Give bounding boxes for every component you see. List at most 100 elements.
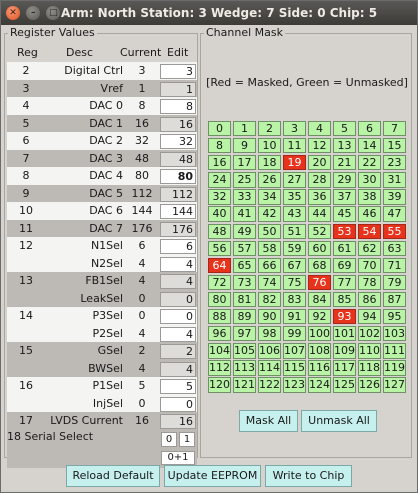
channel-toggle[interactable]: 64 bbox=[208, 257, 231, 274]
channel-toggle[interactable]: 126 bbox=[358, 377, 381, 393]
channel-toggle[interactable]: 10 bbox=[258, 138, 281, 154]
register-edit-field[interactable]: 1 bbox=[160, 81, 196, 97]
register-edit-field[interactable]: 16 bbox=[160, 116, 196, 132]
channel-toggle[interactable]: 20 bbox=[308, 155, 331, 171]
register-edit-field[interactable]: 32 bbox=[160, 134, 196, 149]
channel-toggle[interactable]: 100 bbox=[308, 326, 331, 342]
channel-toggle[interactable]: 112 bbox=[208, 360, 231, 376]
register-edit-field[interactable]: 0 bbox=[160, 291, 196, 307]
channel-toggle[interactable]: 16 bbox=[208, 155, 231, 171]
register-edit-field[interactable]: 5 bbox=[160, 379, 196, 394]
channel-toggle[interactable]: 120 bbox=[208, 377, 231, 393]
channel-toggle[interactable]: 116 bbox=[308, 360, 331, 376]
register-edit-field[interactable]: 0 bbox=[160, 396, 196, 412]
channel-toggle[interactable]: 12 bbox=[308, 138, 331, 154]
channel-toggle[interactable]: 31 bbox=[383, 172, 406, 188]
channel-toggle[interactable]: 52 bbox=[308, 223, 331, 239]
channel-toggle[interactable]: 71 bbox=[383, 257, 406, 274]
channel-toggle[interactable]: 127 bbox=[383, 377, 406, 393]
channel-toggle[interactable]: 68 bbox=[308, 257, 331, 274]
channel-toggle[interactable]: 65 bbox=[233, 257, 256, 274]
channel-toggle[interactable]: 118 bbox=[358, 360, 381, 376]
channel-toggle[interactable]: 39 bbox=[383, 189, 406, 205]
close-icon[interactable]: ✕ bbox=[6, 6, 20, 20]
channel-toggle[interactable]: 125 bbox=[333, 377, 356, 393]
maximize-icon[interactable]: □ bbox=[46, 6, 61, 20]
channel-toggle[interactable]: 47 bbox=[383, 206, 406, 222]
register-edit-field[interactable]: 4 bbox=[160, 326, 196, 342]
register-edit-field[interactable]: 48 bbox=[160, 151, 196, 167]
channel-toggle[interactable]: 73 bbox=[233, 274, 256, 291]
channel-toggle[interactable]: 66 bbox=[258, 257, 281, 274]
minimize-icon[interactable]: – bbox=[26, 6, 41, 20]
channel-toggle[interactable]: 25 bbox=[233, 172, 256, 188]
channel-toggle[interactable]: 84 bbox=[308, 291, 331, 308]
channel-toggle[interactable]: 77 bbox=[333, 274, 356, 291]
channel-toggle[interactable]: 90 bbox=[258, 309, 281, 325]
channel-toggle[interactable]: 106 bbox=[258, 343, 281, 359]
channel-toggle[interactable]: 53 bbox=[333, 223, 356, 239]
channel-toggle[interactable]: 105 bbox=[233, 343, 256, 359]
register-edit-field[interactable]: 3 bbox=[160, 64, 196, 79]
channel-toggle[interactable]: 45 bbox=[333, 206, 356, 222]
register-edit-field[interactable]: 8 bbox=[160, 99, 196, 114]
channel-toggle[interactable]: 113 bbox=[233, 360, 256, 376]
channel-toggle[interactable]: 23 bbox=[383, 155, 406, 171]
channel-toggle[interactable]: 83 bbox=[283, 291, 306, 308]
channel-toggle[interactable]: 5 bbox=[333, 121, 356, 137]
channel-toggle[interactable]: 56 bbox=[208, 240, 231, 256]
channel-toggle[interactable]: 82 bbox=[258, 291, 281, 308]
channel-toggle[interactable]: 104 bbox=[208, 343, 231, 359]
channel-toggle[interactable]: 1 bbox=[233, 121, 256, 137]
channel-toggle[interactable]: 58 bbox=[258, 240, 281, 256]
channel-toggle[interactable]: 9 bbox=[233, 138, 256, 154]
channel-toggle[interactable]: 18 bbox=[258, 155, 281, 171]
serial-select-1-button[interactable]: 1 bbox=[179, 431, 195, 447]
channel-toggle[interactable]: 91 bbox=[283, 309, 306, 325]
channel-toggle[interactable]: 21 bbox=[333, 155, 356, 171]
channel-toggle[interactable]: 79 bbox=[383, 274, 406, 291]
register-edit-field[interactable]: 80 bbox=[160, 169, 196, 184]
channel-toggle[interactable]: 87 bbox=[383, 291, 406, 308]
update-eeprom-button[interactable]: Update EEPROM bbox=[164, 465, 261, 487]
channel-toggle[interactable]: 13 bbox=[333, 138, 356, 154]
channel-toggle[interactable]: 117 bbox=[333, 360, 356, 376]
channel-toggle[interactable]: 70 bbox=[358, 257, 381, 274]
channel-toggle[interactable]: 103 bbox=[383, 326, 406, 342]
channel-toggle[interactable]: 42 bbox=[258, 206, 281, 222]
channel-toggle[interactable]: 93 bbox=[333, 309, 356, 325]
channel-toggle[interactable]: 49 bbox=[233, 223, 256, 239]
register-edit-field[interactable]: 6 bbox=[160, 239, 196, 254]
write-to-chip-button[interactable]: Write to Chip bbox=[265, 465, 352, 487]
channel-toggle[interactable]: 89 bbox=[233, 309, 256, 325]
channel-toggle[interactable]: 88 bbox=[208, 309, 231, 325]
channel-toggle[interactable]: 14 bbox=[358, 138, 381, 154]
channel-toggle[interactable]: 122 bbox=[258, 377, 281, 393]
channel-toggle[interactable]: 54 bbox=[358, 223, 381, 239]
channel-toggle[interactable]: 110 bbox=[358, 343, 381, 359]
channel-toggle[interactable]: 46 bbox=[358, 206, 381, 222]
channel-toggle[interactable]: 50 bbox=[258, 223, 281, 239]
channel-toggle[interactable]: 36 bbox=[308, 189, 331, 205]
reload-default-button[interactable]: Reload Default bbox=[66, 465, 160, 487]
channel-toggle[interactable]: 43 bbox=[283, 206, 306, 222]
channel-toggle[interactable]: 33 bbox=[233, 189, 256, 205]
channel-toggle[interactable]: 72 bbox=[208, 274, 231, 291]
channel-toggle[interactable]: 63 bbox=[383, 240, 406, 256]
channel-toggle[interactable]: 11 bbox=[283, 138, 306, 154]
channel-toggle[interactable]: 55 bbox=[383, 223, 406, 239]
channel-toggle[interactable]: 111 bbox=[383, 343, 406, 359]
channel-toggle[interactable]: 115 bbox=[283, 360, 306, 376]
unmask-all-button[interactable]: Unmask All bbox=[301, 410, 377, 432]
channel-toggle[interactable]: 7 bbox=[383, 121, 406, 137]
channel-toggle[interactable]: 29 bbox=[333, 172, 356, 188]
channel-toggle[interactable]: 41 bbox=[233, 206, 256, 222]
channel-toggle[interactable]: 60 bbox=[308, 240, 331, 256]
channel-toggle[interactable]: 123 bbox=[283, 377, 306, 393]
channel-toggle[interactable]: 85 bbox=[333, 291, 356, 308]
channel-toggle[interactable]: 17 bbox=[233, 155, 256, 171]
register-edit-field[interactable]: 16 bbox=[160, 414, 196, 429]
channel-toggle[interactable]: 61 bbox=[333, 240, 356, 256]
channel-toggle[interactable]: 3 bbox=[283, 121, 306, 137]
register-edit-field[interactable]: 2 bbox=[160, 344, 196, 359]
